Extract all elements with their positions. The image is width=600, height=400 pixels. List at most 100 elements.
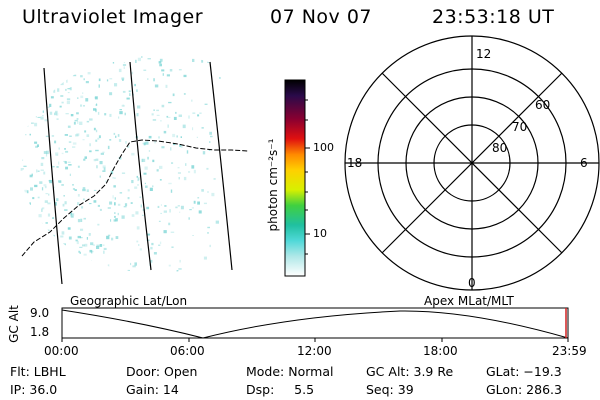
emission-speckle xyxy=(172,93,175,97)
emission-speckle xyxy=(92,244,95,246)
emission-speckle xyxy=(167,116,171,118)
emission-speckle xyxy=(157,205,160,208)
emission-speckle xyxy=(77,235,81,239)
time-tick-0000: 00:00 xyxy=(44,344,79,358)
emission-speckle xyxy=(126,97,130,100)
mlt-label-0: 0 xyxy=(468,276,476,290)
emission-speckle xyxy=(70,114,74,117)
emission-speckle xyxy=(99,161,103,165)
emission-speckle xyxy=(189,209,192,211)
emission-speckle xyxy=(56,166,59,168)
info-gc-alt: GC Alt: 3.9 Re xyxy=(366,364,454,379)
emission-speckle xyxy=(163,210,167,213)
emission-speckle xyxy=(175,111,177,114)
lat-label-70: 70 xyxy=(512,120,528,134)
emission-speckle xyxy=(96,244,100,247)
emission-speckle xyxy=(112,177,115,179)
emission-speckle xyxy=(86,134,90,137)
emission-speckle xyxy=(107,234,111,236)
emission-speckle xyxy=(97,223,100,226)
emission-speckle xyxy=(70,216,74,218)
emission-speckle xyxy=(98,78,101,82)
emission-speckle xyxy=(143,142,146,146)
info-flt: Flt: LBHL xyxy=(10,364,66,379)
emission-speckle xyxy=(209,131,212,135)
emission-speckle xyxy=(41,208,43,212)
emission-speckle xyxy=(151,242,154,246)
emission-speckle xyxy=(138,177,140,181)
emission-speckle xyxy=(44,119,48,122)
emission-speckle xyxy=(30,187,33,191)
emission-speckle xyxy=(149,259,153,263)
emission-speckle xyxy=(131,152,135,156)
emission-speckle xyxy=(83,158,86,161)
emission-speckle xyxy=(191,99,193,102)
emission-speckle xyxy=(79,237,83,239)
emission-speckle xyxy=(143,172,147,175)
emission-speckle xyxy=(114,83,118,87)
emission-speckle xyxy=(115,135,117,138)
emission-speckle xyxy=(107,145,110,150)
emission-speckle xyxy=(131,180,134,184)
meridian-line xyxy=(129,61,152,271)
emission-speckle xyxy=(175,206,178,209)
emission-speckle xyxy=(109,139,112,141)
emission-speckle xyxy=(29,202,31,205)
emission-speckle xyxy=(177,205,180,207)
emission-speckle xyxy=(77,202,80,206)
emission-speckle xyxy=(77,97,79,99)
emission-speckle xyxy=(130,262,132,266)
emission-speckle xyxy=(154,84,159,88)
emission-speckle xyxy=(64,148,66,150)
emission-speckle xyxy=(41,187,44,191)
emission-speckle xyxy=(51,135,55,137)
emission-speckle xyxy=(104,113,107,116)
emission-speckle xyxy=(61,231,65,235)
emission-speckle xyxy=(102,244,105,246)
emission-speckle xyxy=(100,152,104,155)
emission-speckle xyxy=(168,101,172,104)
emission-speckle xyxy=(79,251,81,254)
emission-speckle xyxy=(188,217,190,220)
emission-speckle xyxy=(40,162,44,166)
emission-speckle xyxy=(114,197,116,200)
emission-speckle xyxy=(183,93,186,95)
emission-speckle xyxy=(49,179,52,184)
emission-speckle xyxy=(82,92,84,94)
emission-speckle xyxy=(89,203,92,205)
emission-speckle xyxy=(84,130,87,133)
emission-speckle xyxy=(32,197,35,200)
emission-speckle xyxy=(179,144,182,147)
emission-speckle xyxy=(211,192,215,197)
emission-speckle xyxy=(149,187,153,191)
emission-speckle xyxy=(160,212,162,214)
emission-speckle xyxy=(93,189,97,191)
emission-speckle xyxy=(104,180,108,183)
emission-speckle xyxy=(112,62,115,64)
emission-speckle xyxy=(75,239,78,242)
emission-speckle xyxy=(180,136,182,138)
emission-speckle xyxy=(84,243,88,247)
emission-speckle xyxy=(142,214,144,216)
emission-speckle xyxy=(156,114,160,116)
emission-speckle xyxy=(80,95,84,99)
emission-speckle xyxy=(38,214,42,218)
emission-speckle xyxy=(67,88,71,90)
emission-speckle xyxy=(122,104,124,107)
emission-speckle xyxy=(173,116,177,120)
info-dsp: Dsp: 5.5 xyxy=(246,382,315,397)
mlt-label-12: 12 xyxy=(476,47,492,61)
emission-speckle xyxy=(34,184,38,188)
emission-speckle xyxy=(123,206,127,208)
emission-speckle xyxy=(203,256,207,260)
emission-speckle xyxy=(56,118,59,120)
emission-speckle xyxy=(69,87,72,91)
emission-speckle xyxy=(182,124,186,129)
emission-speckle xyxy=(107,207,111,209)
emission-speckle xyxy=(20,168,24,170)
emission-speckle xyxy=(122,64,127,66)
emission-speckle xyxy=(83,78,85,81)
emission-speckle xyxy=(159,241,162,245)
emission-speckle xyxy=(177,167,180,169)
